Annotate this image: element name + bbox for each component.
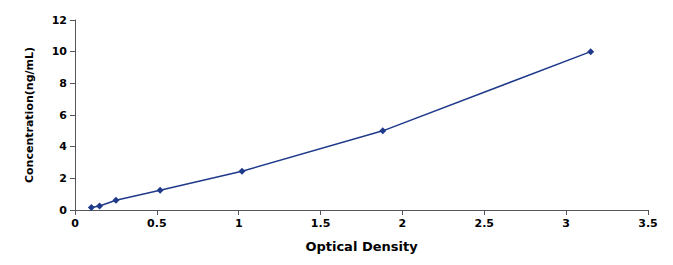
- svg-text:4: 4: [59, 140, 67, 153]
- svg-text:2: 2: [59, 172, 67, 185]
- svg-text:0: 0: [71, 217, 79, 230]
- svg-text:3: 3: [562, 217, 570, 230]
- svg-text:2.5: 2.5: [475, 217, 495, 230]
- svg-text:1: 1: [235, 217, 243, 230]
- svg-text:2: 2: [399, 217, 407, 230]
- svg-text:0.5: 0.5: [147, 217, 167, 230]
- svg-text:Optical Density: Optical Density: [305, 239, 418, 254]
- svg-text:0: 0: [59, 204, 67, 217]
- svg-text:12: 12: [52, 14, 67, 27]
- svg-text:8: 8: [59, 77, 67, 90]
- svg-text:3.5: 3.5: [638, 217, 658, 230]
- svg-text:Concentration(ng/mL): Concentration(ng/mL): [23, 47, 36, 183]
- svg-text:10: 10: [52, 45, 68, 58]
- svg-text:1.5: 1.5: [311, 217, 331, 230]
- svg-text:6: 6: [59, 109, 67, 122]
